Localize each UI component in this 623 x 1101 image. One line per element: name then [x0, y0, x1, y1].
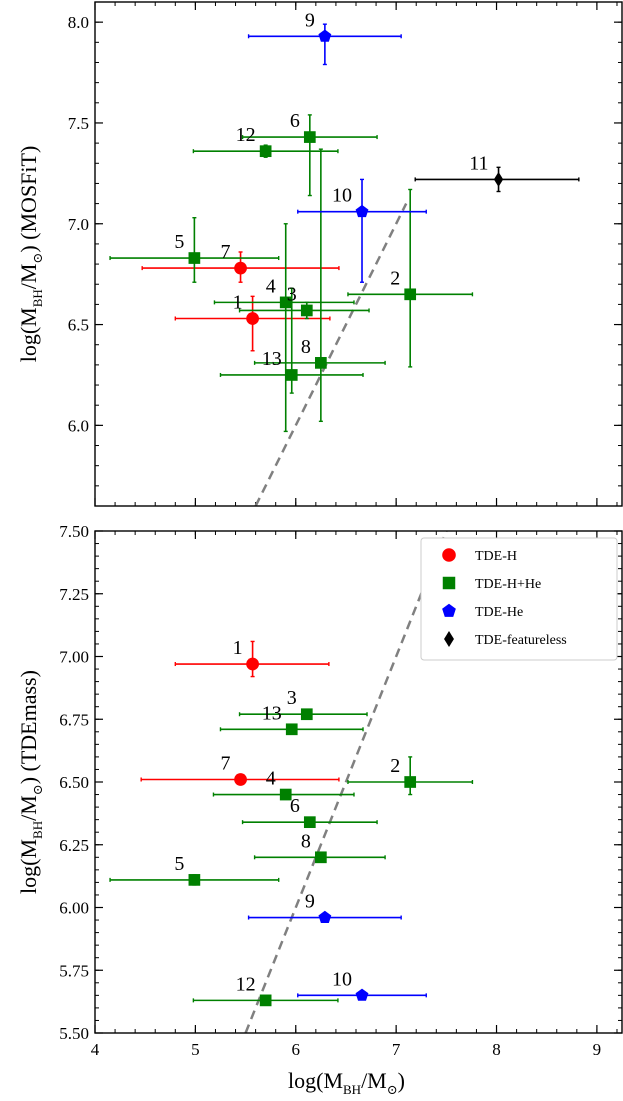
y-tick-label: 7.25 — [59, 585, 89, 604]
point-9-label: 9 — [305, 9, 315, 31]
point-3-label: 3 — [287, 283, 297, 305]
x-axis-label: log(MBH/M⊙) — [288, 1068, 405, 1097]
x-tick-label: 7 — [392, 1040, 401, 1059]
y-tick-label: 5.50 — [59, 1024, 89, 1043]
y-tick-label: 6.75 — [59, 710, 89, 729]
point-12-marker — [259, 145, 272, 158]
point-13-marker — [285, 723, 298, 736]
point-2-label: 2 — [390, 755, 400, 777]
y-tick-label: 6.50 — [59, 773, 89, 792]
one-to-one-dashed-line — [254, 203, 408, 506]
legend-label: TDE-H+He — [475, 577, 541, 592]
legend-tde-he-marker — [442, 603, 456, 617]
legend-tde-featureless-marker — [444, 631, 454, 647]
point-7-label: 7 — [221, 752, 231, 774]
point-6-label: 6 — [290, 110, 300, 132]
y-tick-label: 6.25 — [59, 836, 89, 855]
bottom-panel-tdemass: 4 5 6 7 8 9 5.50 5.75 6.00 6.25 6.50 6.75 7.00 7.25 7.… — [16, 522, 623, 1097]
point-4-marker — [279, 788, 292, 801]
point-5-marker — [188, 874, 201, 886]
errorbar-2 — [347, 188, 474, 368]
point-5-marker — [188, 252, 201, 264]
x-tick-label: 5 — [191, 1040, 200, 1059]
point-7-label: 7 — [221, 241, 231, 263]
point-1-label: 1 — [233, 637, 243, 659]
one-to-one-dashed-line — [244, 531, 448, 1033]
y-tick-label: 8.0 — [68, 13, 89, 32]
point-3-marker — [300, 708, 313, 721]
point-5-label: 5 — [174, 231, 184, 253]
axis-ticks: 6.0 6.5 7.0 7.5 8.0 — [68, 1, 622, 507]
y-axis-label: log(MBH/M⊙) (TDEmass) — [16, 670, 45, 894]
point-6-marker — [303, 816, 316, 829]
y-axis-label: log(MBH/M⊙) (MOSFiT) — [16, 146, 45, 363]
point-4-label: 4 — [266, 768, 276, 790]
y-tick-label: 6.00 — [59, 899, 89, 918]
point-8-marker — [315, 357, 327, 369]
point-9-label: 9 — [305, 891, 315, 913]
legend-label: TDE-featureless — [475, 633, 567, 648]
errorbar-4 — [213, 223, 355, 433]
legend-label: TDE-He — [475, 605, 523, 620]
errorbar-5 — [109, 217, 280, 283]
point-8-label: 8 — [301, 336, 311, 358]
point-12-label: 12 — [236, 973, 256, 995]
x-tick-label: 4 — [91, 1040, 100, 1059]
point-2-marker — [404, 288, 417, 301]
x-tick-label: 8 — [492, 1040, 501, 1059]
legend-box — [420, 537, 618, 661]
y-tick-label: 7.00 — [59, 648, 89, 667]
point-3-marker — [300, 304, 313, 317]
legend-label: TDE-H — [475, 549, 517, 564]
plot-area — [109, 531, 474, 1033]
plot-area — [109, 23, 580, 506]
errorbar-10 — [297, 178, 427, 283]
legend-tde-h-marker — [442, 548, 456, 562]
point-9-marker — [318, 29, 332, 42]
y-tick-label: 7.50 — [59, 522, 89, 541]
y-tick-label: 6.0 — [68, 416, 89, 435]
point-2-label: 2 — [390, 267, 400, 289]
x-tick-label: 6 — [292, 1040, 301, 1059]
point-13-label: 13 — [262, 702, 282, 724]
point-10-label: 10 — [332, 185, 352, 207]
point-10-marker — [355, 204, 369, 218]
point-7-marker — [234, 773, 247, 786]
axes-frame — [94, 530, 623, 1034]
point-6-label: 6 — [290, 795, 300, 817]
point-3-label: 3 — [287, 687, 297, 709]
point-8-label: 8 — [301, 830, 311, 852]
point-12-label: 12 — [236, 124, 256, 146]
point-1-marker — [246, 312, 259, 325]
point-10-label: 10 — [332, 968, 352, 990]
point-10-marker — [355, 988, 369, 1001]
x-tick-label: 9 — [593, 1040, 602, 1059]
y-tick-label: 7.5 — [68, 114, 89, 133]
point-4-marker — [279, 296, 292, 309]
legend-tde-h-he-marker — [442, 576, 456, 590]
y-tick-label: 6.5 — [68, 316, 89, 335]
point-13-marker — [285, 369, 298, 381]
axes-frame — [94, 1, 623, 507]
point-12-marker — [259, 994, 272, 1007]
point-2-marker — [404, 776, 417, 788]
point-11-label: 11 — [469, 152, 488, 174]
point-7-marker — [234, 261, 247, 275]
point-11-marker — [493, 171, 504, 187]
point-8-marker — [315, 851, 327, 864]
point-4-label: 4 — [266, 275, 276, 297]
errorbar-2 — [347, 756, 474, 796]
point-5-label: 5 — [174, 853, 184, 875]
point-6-marker — [303, 131, 316, 143]
legend: TDE-H TDE-H+He TDE-He TDE-featureless — [420, 537, 618, 661]
y-tick-label: 5.75 — [59, 961, 89, 980]
point-9-marker — [318, 910, 332, 923]
point-1-marker — [246, 657, 259, 671]
point-1-label: 1 — [233, 292, 243, 314]
top-panel-mosfit: 6.0 6.5 7.0 7.5 8.0 1 7 2 34 5 6 8 12 13 9 10 11 log(MBH/… — [16, 1, 623, 507]
point-13-label: 13 — [262, 348, 282, 370]
y-tick-label: 7.0 — [68, 215, 89, 234]
